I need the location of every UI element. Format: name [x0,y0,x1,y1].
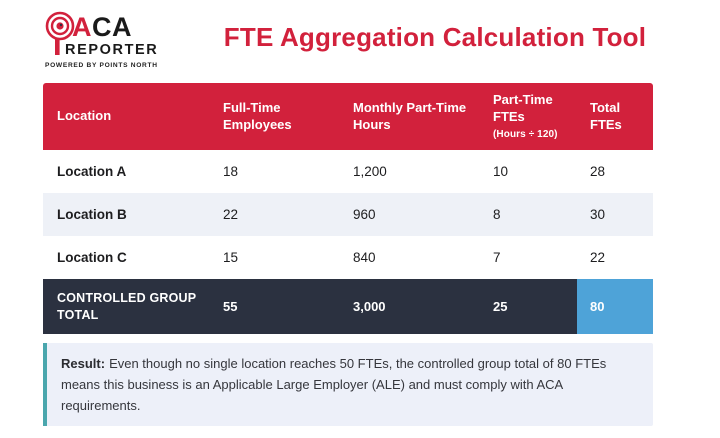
column-header-full-time: Full-Time Employees [223,99,292,132]
part-time-ftes-value: 10 [493,164,509,179]
total-ftes-value: 22 [590,250,606,265]
column-header-location: Location [57,108,112,124]
column-header-part-time-ftes-label: Part-Time FTEs [493,92,553,124]
location-name: Location C [57,250,127,265]
result-label: Result: [61,356,106,371]
table-row-location-a: Location A 18 1,200 10 28 [43,150,653,193]
header: ACA REPORTER POWERED BY POINTS NORTH FTE… [0,0,720,83]
total-ftes-value: 28 [590,164,606,179]
full-time-value: 22 [223,207,239,222]
logo-tagline: POWERED BY POINTS NORTH [45,62,158,69]
column-header-part-time-ftes: Part-Time FTEs (Hours ÷ 120) [480,83,577,150]
result-callout: Result: Even though no single location re… [43,343,653,427]
total-part-time-hours-value: 3,000 [353,299,386,314]
aca-reporter-logo: ACA REPORTER POWERED BY POINTS NORTH [45,8,195,76]
location-name: Location A [57,164,127,179]
logo-brand-ca: CA [92,12,132,42]
table-header-row: Location Full-Time Employees Monthly Par… [43,83,653,150]
total-ftes-value: 30 [590,207,606,222]
target-magnifier-icon [45,11,75,55]
part-time-ftes-value: 7 [493,250,501,265]
result-text: Even though no single location reaches 5… [61,356,607,414]
column-header-part-time-hours: Monthly Part-Time Hours [353,99,467,132]
part-time-hours-value: 1,200 [353,164,387,179]
table-row-location-c: Location C 15 840 7 22 [43,236,653,279]
table-row-location-b: Location B 22 960 8 30 [43,193,653,236]
location-name: Location B [57,207,127,222]
full-time-value: 18 [223,164,239,179]
grand-total-ftes-value: 80 [577,279,653,334]
part-time-ftes-value: 8 [493,207,501,222]
total-part-time-ftes-value: 25 [493,299,508,314]
part-time-hours-value: 960 [353,207,376,222]
logo-brand: ACA [72,14,132,41]
column-header-total-ftes: Total FTEs [590,99,622,132]
total-full-time-value: 55 [223,299,238,314]
table-row-controlled-group-total: CONTROLLED GROUP TOTAL 55 3,000 25 80 [43,279,653,334]
full-time-value: 15 [223,250,239,265]
fte-aggregation-table: Location Full-Time Employees Monthly Par… [43,83,653,334]
logo-wordmark: REPORTER [65,42,159,58]
part-time-hours-value: 840 [353,250,376,265]
total-row-label: CONTROLLED GROUP TOTAL [57,290,197,322]
logo-brand-a: A [72,12,92,42]
column-header-part-time-ftes-sublabel: (Hours ÷ 120) [493,128,558,140]
page-title: FTE Aggregation Calculation Tool [223,22,647,52]
